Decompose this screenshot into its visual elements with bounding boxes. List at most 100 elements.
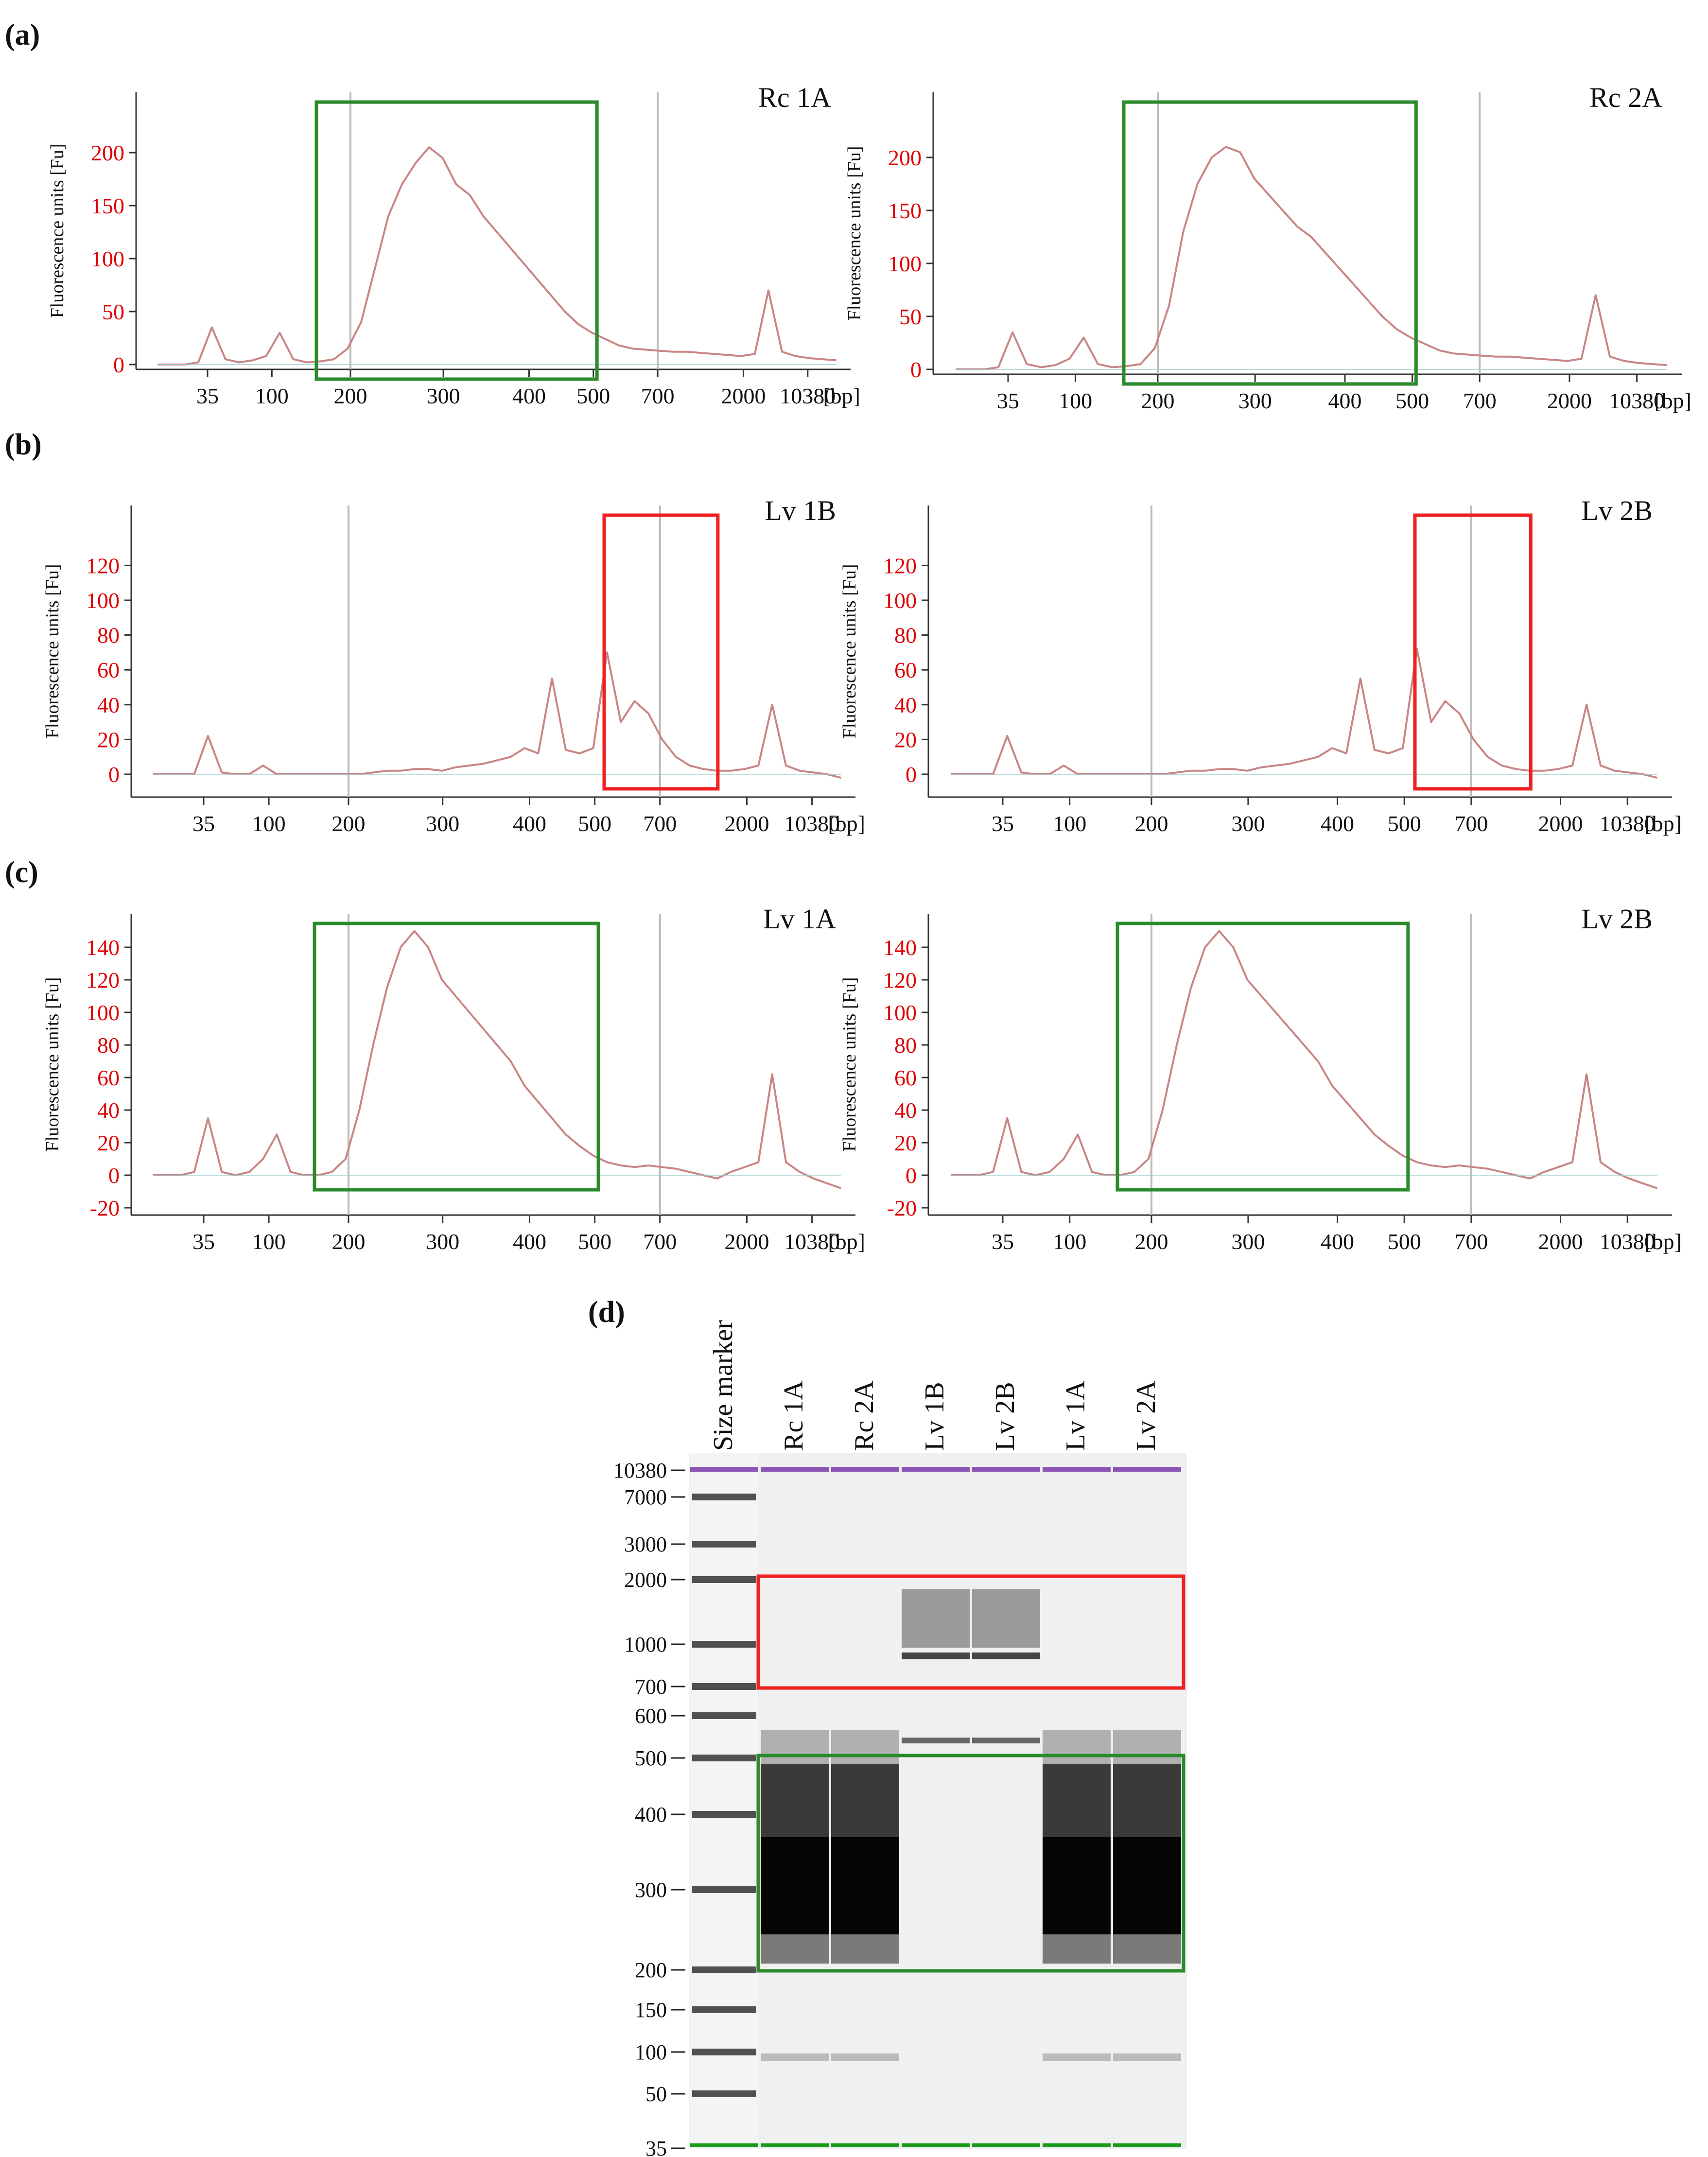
x-axis-unit: [bp] (1654, 388, 1691, 413)
y-axis-label: Fluorescence units [Fu] (844, 146, 865, 321)
marker-label: 2000 (624, 1568, 667, 1592)
x-tick-label: 500 (1388, 811, 1421, 836)
y-tick-label: 80 (97, 623, 120, 648)
ladder-band (692, 1966, 756, 1973)
lane-label: Lv 1B (920, 1382, 950, 1451)
x-tick-label: 100 (255, 383, 289, 408)
y-tick-label: 20 (97, 727, 120, 752)
highlight-box (1413, 513, 1533, 791)
y-tick-label: 20 (894, 1131, 917, 1155)
y-tick-label: 60 (97, 658, 120, 682)
upper-marker-band (761, 1467, 829, 1472)
x-tick-label: 2000 (1538, 1229, 1583, 1254)
y-axis-label: Fluorescence units [Fu] (42, 564, 63, 739)
y-axis-label: Fluorescence units [Fu] (42, 977, 63, 1152)
gel-green-box (756, 1754, 1185, 1973)
sample-title: Lv 1B (765, 495, 836, 526)
x-tick-label: 200 (1135, 1229, 1168, 1254)
x-tick-label: 500 (1395, 388, 1429, 413)
x-axis-unit: [bp] (1644, 1229, 1682, 1254)
y-tick-label: 40 (97, 693, 120, 717)
x-tick-label: 400 (512, 383, 546, 408)
y-axis-label: Fluorescence units [Fu] (47, 144, 68, 318)
ladder-band (692, 1494, 756, 1500)
lower-marker-band (972, 2143, 1040, 2147)
chart-1: 0 50 100 150 200 Fluorescence units [Fu] 35 100… (47, 82, 860, 408)
y-tick-label: 200 (888, 145, 922, 170)
x-tick-label: 700 (643, 811, 677, 836)
y-tick-label: 0 (906, 1163, 917, 1188)
smear-core (831, 1837, 899, 1934)
x-tick-label: 400 (1321, 1229, 1354, 1254)
y-tick-label: 100 (86, 1000, 120, 1025)
x-tick-label: 100 (1053, 1229, 1086, 1254)
y-tick-label: 20 (894, 727, 917, 752)
chart-2: 0 50 100 150 200 Fluorescence units [Fu] 35 100… (844, 82, 1691, 413)
lower-marker-band (690, 2143, 758, 2147)
x-tick-label: 500 (1388, 1229, 1421, 1254)
sample-title: Rc 1A (758, 82, 831, 113)
y-tick-label: 120 (86, 968, 120, 992)
ladder-band (692, 1641, 756, 1648)
smear-middle (761, 1764, 829, 1837)
x-tick-label: 2000 (725, 811, 769, 836)
x-tick-label: 400 (1321, 811, 1354, 836)
x-tick-label: 35 (992, 1229, 1014, 1254)
x-tick-label: 200 (1141, 388, 1175, 413)
marker-label: 700 (635, 1675, 667, 1699)
chart-6: -20 0 20 40 60 80 100 120 140 Fluorescence units … (839, 903, 1682, 1254)
y-tick-label: 140 (86, 935, 120, 960)
lower-marker-band (902, 2143, 970, 2147)
sample-title: Rc 2A (1589, 82, 1662, 113)
marker-label: 1000 (624, 1633, 667, 1656)
ladder-lane (690, 1453, 758, 2149)
panel-label-a: (a) (5, 18, 40, 52)
chart-4: 0 20 40 60 80 100 120 Fluorescence units [Fu] 35… (839, 495, 1682, 836)
x-tick-label: 300 (1231, 1229, 1265, 1254)
x-tick-label: 400 (513, 1229, 546, 1254)
gel-red-box (756, 1574, 1185, 1690)
x-tick-label: 2000 (1538, 811, 1583, 836)
sample-title: Lv 2B (1581, 903, 1653, 935)
marker-label: 10380 (613, 1459, 667, 1482)
smear-middle (1113, 1764, 1181, 1837)
lane-label: Size marker (708, 1320, 738, 1451)
x-tick-label: 700 (1454, 811, 1488, 836)
y-tick-label: 80 (894, 623, 917, 648)
x-tick-label: 35 (192, 811, 215, 836)
x-tick-label: 100 (1059, 388, 1092, 413)
low-band (831, 2053, 899, 2061)
highlight-box (602, 513, 720, 791)
y-tick-label: -20 (90, 1196, 120, 1220)
smear-tail (1113, 1934, 1181, 1964)
y-tick-label: 0 (906, 762, 917, 787)
y-tick-label: -20 (887, 1196, 917, 1220)
x-tick-label: 300 (426, 811, 459, 836)
x-tick-label: 300 (1238, 388, 1272, 413)
x-axis-unit: [bp] (828, 811, 865, 836)
x-tick-label: 2000 (1547, 388, 1592, 413)
x-tick-label: 10380 (1600, 1229, 1656, 1254)
upper-marker-band (690, 1467, 758, 1472)
marker-label: 400 (635, 1803, 667, 1826)
x-tick-label: 700 (1454, 1229, 1488, 1254)
y-tick-label: 100 (883, 588, 917, 613)
x-tick-label: 700 (641, 383, 675, 408)
x-tick-label: 500 (578, 1229, 611, 1254)
y-tick-label: 100 (86, 588, 120, 613)
x-tick-label: 700 (1463, 388, 1497, 413)
y-axis-label: Fluorescence units [Fu] (839, 564, 860, 739)
marker-label: 500 (635, 1746, 667, 1770)
high-band-smear (972, 1589, 1040, 1648)
y-tick-label: 80 (894, 1033, 917, 1058)
x-tick-label: 300 (427, 383, 460, 408)
y-tick-label: 100 (888, 251, 922, 276)
y-tick-label: 50 (899, 304, 922, 329)
lower-marker-band (761, 2143, 829, 2147)
x-tick-label: 10380 (1600, 811, 1656, 836)
y-tick-label: 80 (97, 1033, 120, 1058)
y-tick-label: 0 (113, 352, 124, 377)
y-tick-label: 150 (888, 198, 922, 223)
